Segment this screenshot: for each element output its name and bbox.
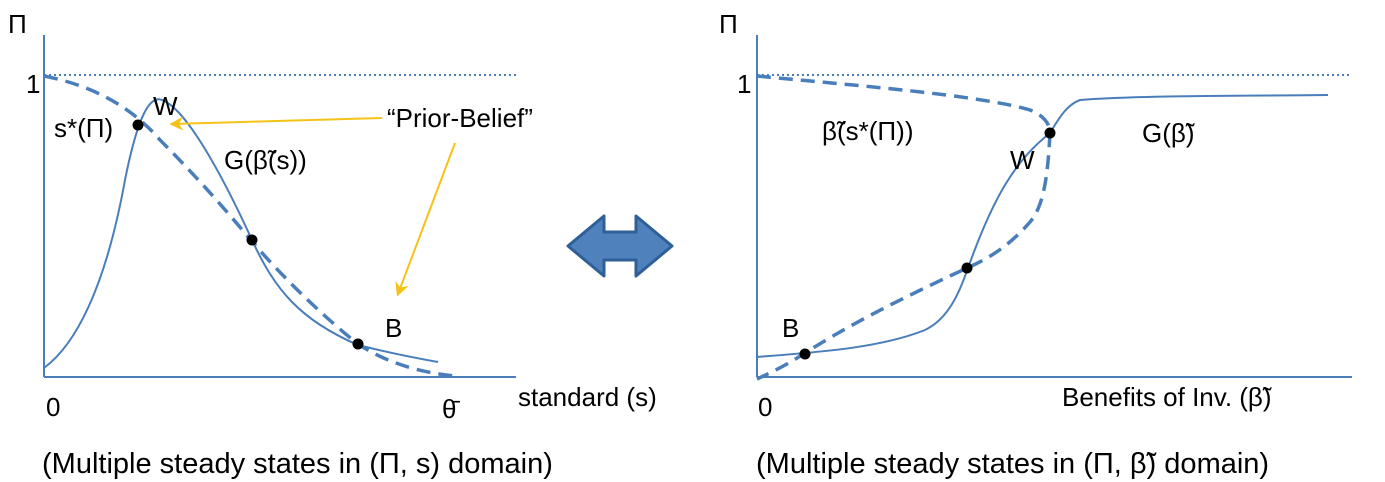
right-one-label: 1: [737, 69, 751, 99]
left-point-B: [352, 338, 364, 350]
right-origin-label: 0: [758, 392, 772, 422]
left-x-axis-label: standard (s): [518, 382, 657, 412]
left-point-mid: [246, 234, 258, 246]
right-panel: Π 1 0 Benefits of Inv. (β̃) W B β̃(s*(Π)…: [719, 9, 1352, 480]
left-point-B-label: B: [385, 313, 402, 343]
double-arrow-icon: [566, 214, 674, 278]
right-caption: (Multiple steady states in (Π, β̃) domai…: [756, 448, 1269, 480]
right-y-axis-label: Π: [719, 9, 738, 39]
prior-belief-arrow-to-w: [169, 116, 383, 131]
left-origin-label: 0: [46, 392, 60, 422]
left-point-W-label: W: [153, 91, 178, 121]
left-one-label: 1: [26, 69, 40, 99]
right-point-W-label: W: [1010, 145, 1035, 175]
right-g-curve: [756, 94, 1329, 358]
prior-belief-arrow-to-dashed: [395, 142, 456, 297]
left-panel: Π 1 0 θ̄ standard (s) W B s*(Π) G(β̃(s))…: [8, 9, 657, 480]
right-point-B-label: B: [782, 313, 799, 343]
left-y-axis-label: Π: [8, 9, 27, 39]
left-g-label: G(β̃(s)): [224, 145, 307, 175]
right-point-W: [1044, 127, 1056, 139]
left-prior-dashed-curve: [43, 74, 456, 378]
right-point-B: [799, 348, 811, 360]
right-point-mid: [961, 262, 973, 274]
right-beta-label: β̃(s*(Π)): [822, 116, 913, 146]
left-s-star-label: s*(Π): [54, 113, 113, 143]
left-theta-bar-label: θ̄: [442, 394, 460, 424]
left-point-W: [132, 119, 144, 131]
left-prior-belief-label: “Prior-Belief”: [387, 103, 533, 133]
right-x-axis-label: Benefits of Inv. (β̃): [1062, 382, 1272, 412]
left-caption: (Multiple steady states in (Π, s) domain…: [42, 448, 553, 480]
right-g-label: G(β̃): [1142, 118, 1195, 148]
